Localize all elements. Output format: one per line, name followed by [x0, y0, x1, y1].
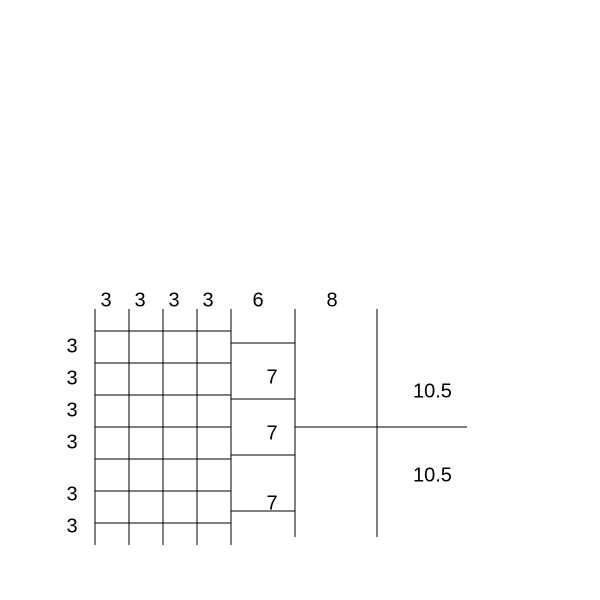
mid-cell-label: 7	[266, 366, 277, 388]
left-label: 3	[66, 483, 77, 505]
left-label: 3	[66, 515, 77, 537]
top-label: 3	[202, 289, 213, 311]
hierarchical-grid-diagram: 3 3 3 3 6 8 3 3 3 3 3 3 7 7 7 10.5 10.5	[0, 0, 600, 600]
left-label: 3	[66, 399, 77, 421]
right-label: 10.5	[413, 380, 452, 402]
mid-cell-label: 7	[266, 492, 277, 514]
top-label: 3	[168, 289, 179, 311]
top-label: 8	[326, 289, 337, 311]
left-label: 3	[66, 335, 77, 357]
top-label: 3	[134, 289, 145, 311]
left-label: 3	[66, 431, 77, 453]
left-label: 3	[66, 367, 77, 389]
right-label: 10.5	[413, 464, 452, 486]
top-label: 3	[100, 289, 111, 311]
mid-cell-label: 7	[266, 422, 277, 444]
top-label: 6	[252, 289, 263, 311]
